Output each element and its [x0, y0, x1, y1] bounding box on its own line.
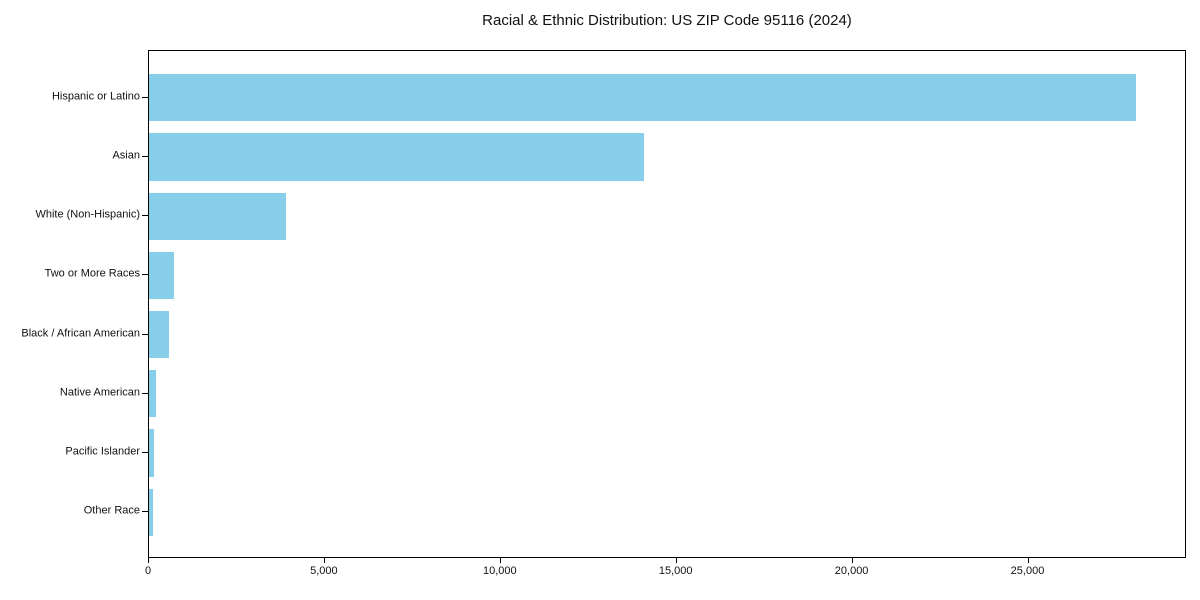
- y-axis-label-asian: Asian: [112, 149, 140, 162]
- x-tick-mark: [851, 558, 853, 563]
- plot-area: [148, 50, 1186, 558]
- x-tick-label-25-000: 25,000: [1010, 565, 1045, 577]
- x-tick-mark: [1027, 558, 1029, 563]
- x-tick-mark: [499, 558, 501, 563]
- bar-native-american: [149, 370, 157, 418]
- bar-black-african-american: [149, 310, 170, 359]
- y-tick-mark: [142, 392, 148, 394]
- y-tick-mark: [142, 215, 148, 217]
- y-tick-mark: [142, 96, 148, 98]
- y-axis-label-native-american: Native American: [59, 386, 140, 399]
- y-tick-mark: [142, 452, 148, 454]
- x-tick-label-0: 0: [144, 565, 152, 577]
- y-tick-mark: [142, 333, 148, 335]
- bar-hispanic-or-latino: [149, 74, 1136, 122]
- y-axis-label-other-race: Other Race: [83, 504, 140, 517]
- x-tick-label-15-000: 15,000: [658, 565, 693, 577]
- y-tick-mark: [142, 155, 148, 157]
- y-axis-label-two-or-more-races: Two or More Races: [44, 267, 140, 280]
- y-axis-label-hispanic-or-latino: Hispanic or Latino: [51, 90, 140, 103]
- x-tick-label-20-000: 20,000: [834, 565, 869, 577]
- bar-two-or-more-races: [149, 251, 175, 300]
- y-axis-label-pacific-islander: Pacific Islander: [65, 445, 140, 458]
- y-tick-mark: [142, 511, 148, 513]
- x-tick-mark: [148, 558, 149, 563]
- y-tick-mark: [142, 274, 148, 276]
- x-tick-label-10-000: 10,000: [482, 565, 517, 577]
- bar-asian: [149, 133, 645, 181]
- bar-other-race: [149, 488, 154, 536]
- x-tick-mark: [675, 558, 677, 563]
- y-axis-label-white-non-hispanic: White (Non-Hispanic): [35, 208, 140, 221]
- y-axis-label-black-african-american: Black / African American: [21, 327, 140, 340]
- bar-white-non-hispanic: [149, 192, 286, 240]
- chart-title: Racial & Ethnic Distribution: US ZIP Cod…: [482, 12, 852, 29]
- x-tick-mark: [323, 558, 325, 563]
- bar-pacific-islander: [149, 429, 155, 477]
- x-tick-label-5-000: 5,000: [310, 565, 338, 577]
